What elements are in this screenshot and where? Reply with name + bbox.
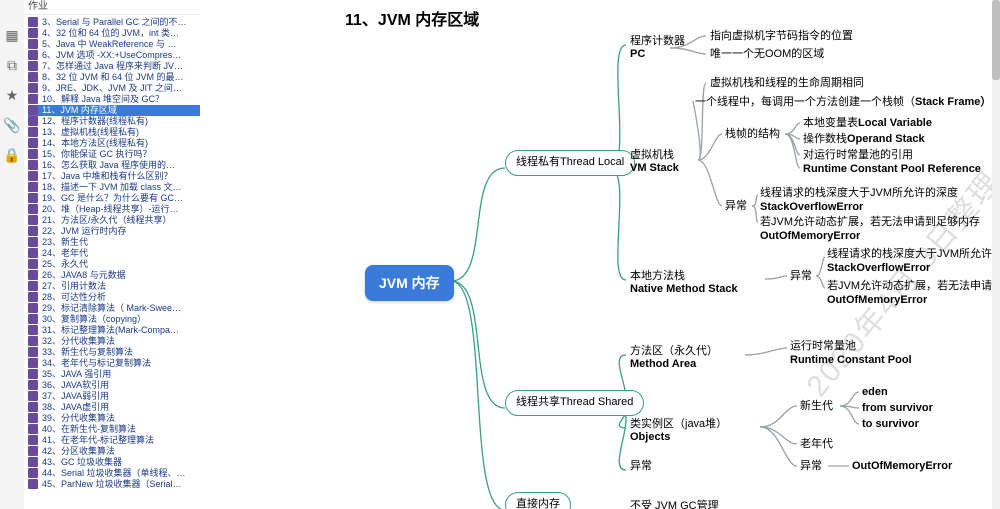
mindmap-leaf: OutOfMemoryError xyxy=(760,230,860,243)
outline-item[interactable]: 13、虚拟机栈(线程私有) xyxy=(28,127,200,138)
outline-item[interactable]: 45、ParNew 垃圾收集器（Serial… xyxy=(28,479,200,490)
outline-item[interactable]: 29、标记清除算法（ Mark-Swee… xyxy=(28,303,200,314)
outline-item[interactable]: 17、Java 中堆和栈有什么区别？ xyxy=(28,171,200,182)
outline-item[interactable]: 10、解释 Java 堆空间及 GC？ xyxy=(28,94,200,105)
outline-item[interactable]: 25、永久代 xyxy=(28,259,200,270)
vertical-toolbar: ▦ ⧉ ★ 📎 🔒 xyxy=(0,0,25,509)
mindmap-leaf: 若JVM允许动态扩展，若无法申请到足够内存 xyxy=(827,280,1000,293)
outline-item[interactable]: 31、标记整理算法(Mark-Compa… xyxy=(28,325,200,336)
outline-item[interactable]: 5、Java 中 WeakReference 与 … xyxy=(28,39,200,50)
mindmap-leaf: 新生代 xyxy=(800,400,833,413)
scrollbar-thumb[interactable] xyxy=(992,0,1000,80)
mindmap-node[interactable]: 方法区（永久代）Method Area xyxy=(630,345,718,371)
mindmap-leaf: Runtime Constant Pool Reference xyxy=(803,163,981,176)
page-title: 11、JVM 内存区域 xyxy=(345,6,479,30)
attach-icon[interactable]: 📎 xyxy=(3,116,21,134)
outline-item[interactable]: 15、你能保证 GC 执行吗？ xyxy=(28,149,200,160)
outline-item[interactable]: 8、32 位 JVM 和 64 位 JVM 的最… xyxy=(28,72,200,83)
outline-item[interactable]: 20、堆（Heap-线程共享）-运行… xyxy=(28,204,200,215)
mindmap-leaf: 操作数栈Operand Stack xyxy=(803,133,925,146)
mindmap-leaf: 唯一一个无OOM的区域 xyxy=(710,48,824,61)
mindmap-leaf: 虚拟机栈和线程的生命周期相同 xyxy=(710,77,864,90)
outline-item[interactable]: 28、可达性分析 xyxy=(28,292,200,303)
mindmap-leaf: 异常 xyxy=(790,270,812,283)
outline-item[interactable]: 6、JVM 选项 -XX:+UseCompres… xyxy=(28,50,200,61)
star-icon[interactable]: ★ xyxy=(3,86,21,104)
outline-item[interactable]: 37、JAVA弱引用 xyxy=(28,391,200,402)
outline-item[interactable]: 4、32 位和 64 位的 JVM，int 类… xyxy=(28,28,200,39)
mindmap-root-node[interactable]: JVM 内存 xyxy=(365,265,454,301)
outline-item[interactable]: 26、JAVA8 与元数据 xyxy=(28,270,200,281)
mindmap-leaf: 一个线程中，每调用一个方法创建一个栈帧（Stack Frame） xyxy=(695,96,991,109)
mindmap-branch-dm[interactable]: 直接内存 xyxy=(505,492,571,509)
mindmap-branch-ts[interactable]: 线程共享Thread Shared xyxy=(505,390,644,416)
lock-icon[interactable]: 🔒 xyxy=(3,146,21,164)
mindmap-canvas: 2020年4月 3日整理 11、JVM 内存区域 JVM 内存 线程私有Thre… xyxy=(200,0,1000,509)
mindmap-leaf: 老年代 xyxy=(800,438,833,451)
mindmap-leaf: 栈帧的结构 xyxy=(725,128,780,141)
outline-item[interactable]: 7、怎样通过 Java 程序来判断 JV… xyxy=(28,61,200,72)
mindmap-leaf: 线程请求的栈深度大于JVM所允许的深度 xyxy=(827,248,1000,261)
outline-item[interactable]: 12、程序计数器(线程私有) xyxy=(28,116,200,127)
mindmap-leaf: 异常 xyxy=(800,460,822,473)
mindmap-node[interactable]: 类实例区（java堆）Objects xyxy=(630,418,727,444)
mindmap-node[interactable]: 不受 JVM GC管理 xyxy=(630,500,719,509)
outline-item[interactable]: 3、Serial 与 Parallel GC 之间的不… xyxy=(28,17,200,28)
outline-item[interactable]: 44、Serial 垃圾收集器（单线程、… xyxy=(28,468,200,479)
mindmap-leaf: OutOfMemoryError xyxy=(827,294,927,307)
mindmap-leaf: 异常 xyxy=(725,200,747,213)
outline-list: 3、Serial 与 Parallel GC 之间的不…4、32 位和 64 位… xyxy=(24,17,200,490)
copy-icon[interactable]: ⧉ xyxy=(3,56,21,74)
vertical-scrollbar[interactable] xyxy=(992,0,1000,509)
mindmap-node[interactable]: 本地方法栈Native Method Stack xyxy=(630,270,738,296)
outline-item[interactable]: 43、GC 垃圾收集器 xyxy=(28,457,200,468)
outline-item[interactable]: 23、新生代 xyxy=(28,237,200,248)
outline-item[interactable]: 14、本地方法区(线程私有) xyxy=(28,138,200,149)
outline-item[interactable]: 36、JAVA软引用 xyxy=(28,380,200,391)
outline-item[interactable]: 35、JAVA 强引用 xyxy=(28,369,200,380)
mindmap-leaf: 指向虚拟机字节码指令的位置 xyxy=(710,30,853,43)
mindmap-leaf: from survivor xyxy=(862,402,933,415)
mindmap-leaf: Runtime Constant Pool xyxy=(790,354,912,367)
outline-item[interactable]: 19、GC 是什么？为什么要有 GC… xyxy=(28,193,200,204)
outline-item[interactable]: 41、在老年代-标记整理算法 xyxy=(28,435,200,446)
mindmap-leaf: 若JVM允许动态扩展，若无法申请到足够内存 xyxy=(760,216,980,229)
outline-item[interactable]: 33、新生代与复制算法 xyxy=(28,347,200,358)
thumbnails-icon[interactable]: ▦ xyxy=(3,26,21,44)
mindmap-node[interactable]: 异常 xyxy=(630,460,652,473)
outline-item[interactable]: 39、分代收集算法 xyxy=(28,413,200,424)
mindmap-branch-tl[interactable]: 线程私有Thread Local xyxy=(505,150,635,176)
outline-item[interactable]: 9、JRE、JDK、JVM 及 JIT 之间… xyxy=(28,83,200,94)
mindmap-leaf: to survivor xyxy=(862,418,919,431)
mindmap-leaf: 线程请求的栈深度大于JVM所允许的深度 xyxy=(760,187,958,200)
outline-item[interactable]: 42、分区收集算法 xyxy=(28,446,200,457)
mindmap-leaf: 对运行时常量池的引用 xyxy=(803,149,913,162)
mindmap-leaf: StackOverflowError xyxy=(827,262,930,275)
outline-item[interactable]: 40、在新生代-复制算法 xyxy=(28,424,200,435)
outline-item[interactable]: 18、描述一下 JVM 加载 class 文… xyxy=(28,182,200,193)
outline-item[interactable]: 32、分代收集算法 xyxy=(28,336,200,347)
mindmap-leaf: OutOfMemoryError xyxy=(852,460,952,473)
outline-item[interactable]: 21、方法区/永久代（线程共享） xyxy=(28,215,200,226)
mindmap-leaf: eden xyxy=(862,386,888,399)
outline-panel: 作业 3、Serial 与 Parallel GC 之间的不…4、32 位和 6… xyxy=(24,0,201,509)
outline-item[interactable]: 11、JVM 内存区域 xyxy=(28,105,200,116)
outline-item[interactable]: 38、JAVA虚引用 xyxy=(28,402,200,413)
mindmap-leaf: StackOverflowError xyxy=(760,201,863,214)
outline-item[interactable]: 34、老年代与标记复制算法 xyxy=(28,358,200,369)
outline-header: 作业 xyxy=(24,0,200,15)
mindmap-leaf: 本地变量表Local Variable xyxy=(803,117,932,130)
outline-item[interactable]: 30、复制算法（copying） xyxy=(28,314,200,325)
mindmap-leaf: 运行时常量池 xyxy=(790,340,856,353)
outline-item[interactable]: 27、引用计数法 xyxy=(28,281,200,292)
mindmap-node[interactable]: 程序计数器PC xyxy=(630,35,685,61)
mindmap-node[interactable]: 虚拟机栈VM Stack xyxy=(630,149,679,175)
outline-item[interactable]: 16、怎么获取 Java 程序使用的… xyxy=(28,160,200,171)
outline-item[interactable]: 22、JVM 运行时内存 xyxy=(28,226,200,237)
outline-item[interactable]: 24、老年代 xyxy=(28,248,200,259)
